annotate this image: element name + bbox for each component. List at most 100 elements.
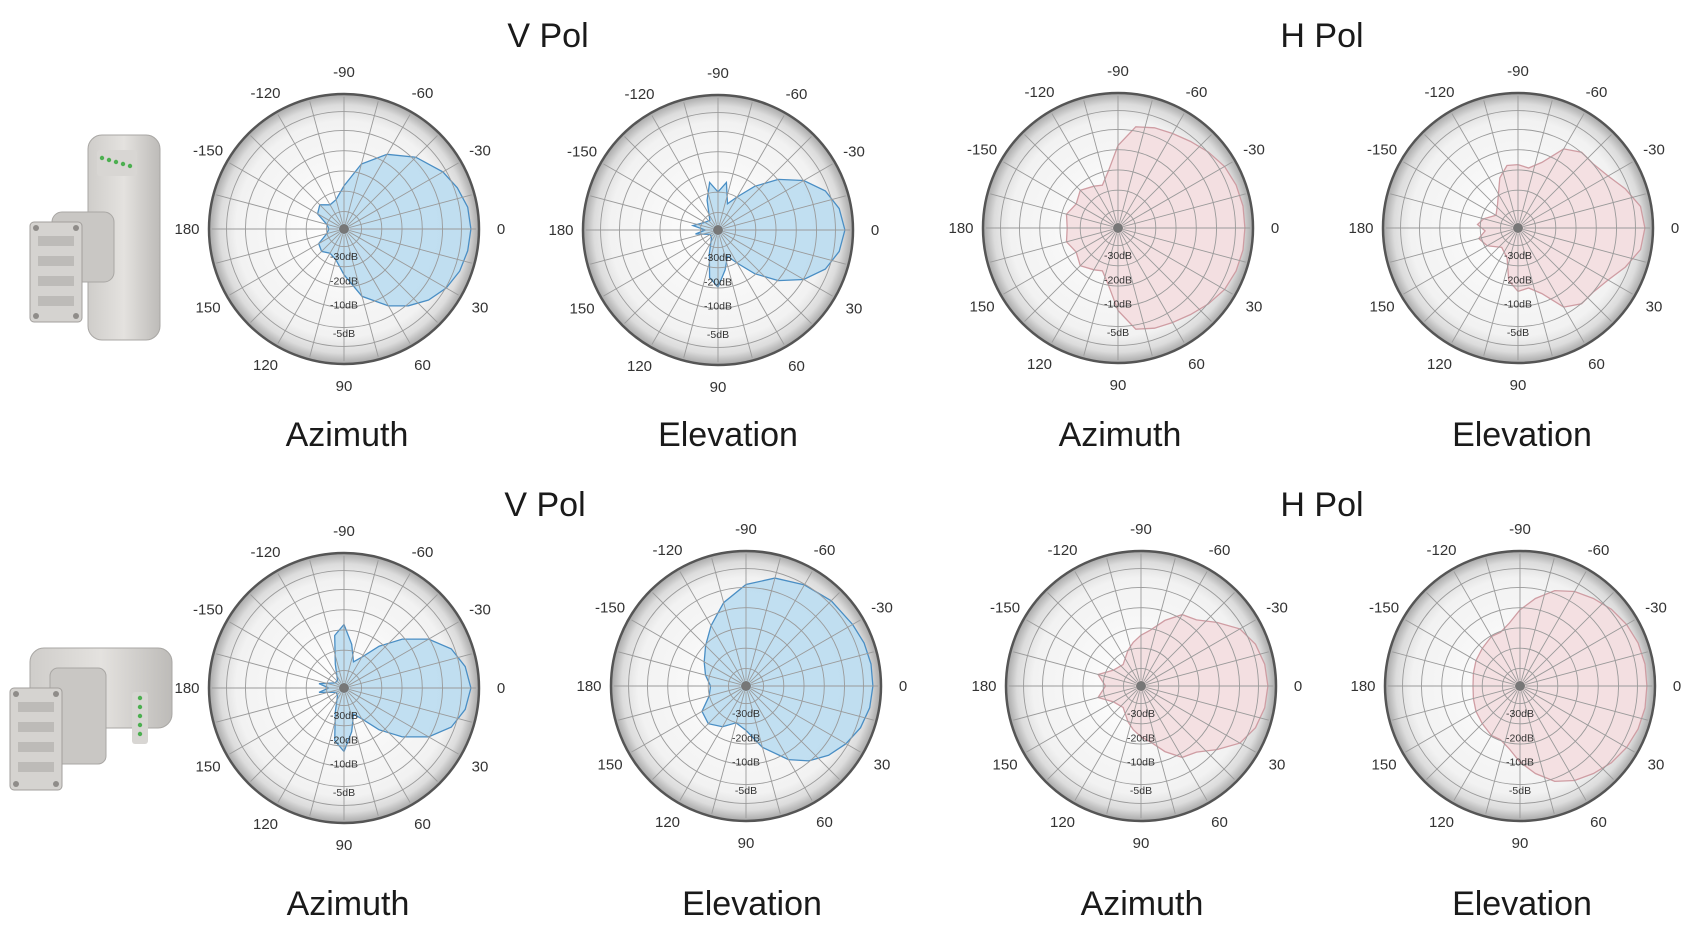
grid-spoke <box>344 234 379 357</box>
grid-spoke <box>1122 161 1233 226</box>
chart-label-elevation-h-row2: Elevation <box>1452 885 1592 923</box>
grid-spoke <box>750 619 861 684</box>
angle-label: 150 <box>570 301 595 318</box>
ring-label: -10dB <box>330 300 358 312</box>
grid-spoke <box>346 114 411 225</box>
angle-label: 150 <box>196 300 221 317</box>
grid-spoke <box>216 229 339 264</box>
grid-spoke <box>1520 691 1555 814</box>
grid-spoke <box>603 232 714 297</box>
grid-spoke <box>1123 193 1246 228</box>
grid-spoke <box>277 573 342 684</box>
grid-spoke <box>1118 233 1153 356</box>
grid-spoke <box>590 230 713 265</box>
angle-label: -30 <box>1643 142 1665 159</box>
grid-spoke <box>1144 592 1235 683</box>
angle-label: -90 <box>735 521 757 538</box>
grid-spoke <box>720 234 785 345</box>
grid-spoke <box>229 162 340 227</box>
chart-label-elevation-v-row2: Elevation <box>682 885 822 923</box>
ring-label: -5dB <box>735 785 757 797</box>
angle-label: 30 <box>472 300 489 317</box>
center-hub <box>339 683 349 693</box>
angle-label: 60 <box>414 357 431 374</box>
grid-spoke <box>1003 161 1114 226</box>
angle-label: 150 <box>598 757 623 774</box>
grid-spoke <box>309 693 344 816</box>
grid-spoke <box>652 592 743 683</box>
polar-chart-8: -90 -60 -30 0 30 60 90 120 150 180 -150 -120 -30dB -2… <box>1350 521 1681 852</box>
grid-spoke <box>721 136 812 227</box>
grid-spoke <box>309 234 344 357</box>
angle-label: 90 <box>1110 377 1127 394</box>
grid-spoke <box>1523 592 1614 683</box>
polar-chart-5: -90 -60 -30 0 30 60 90 120 150 180 -150 -120 -30dB -2… <box>174 523 505 854</box>
grid-spoke <box>1521 231 1612 322</box>
angle-label: 120 <box>1429 814 1454 831</box>
angle-label: 30 <box>472 759 489 776</box>
ring-label: -5dB <box>1507 327 1529 339</box>
polar-charts: -90 -60 -30 0 30 60 90 120 150 180 -150 -120 -30dB -2… <box>174 63 1681 854</box>
grid-spoke <box>1426 592 1517 683</box>
chart-label-azimuth-h-row1: Azimuth <box>1059 416 1182 454</box>
angle-label: -120 <box>1424 84 1454 101</box>
grid-spoke <box>711 558 746 681</box>
center-hub <box>713 225 723 235</box>
chart-label-elevation-v-row1: Elevation <box>658 416 798 454</box>
ring-label: -30dB <box>1506 708 1534 720</box>
angle-label: -60 <box>1209 542 1231 559</box>
angle-label: 150 <box>970 299 995 316</box>
grid-spoke <box>624 233 715 324</box>
angle-label: -150 <box>990 600 1020 617</box>
grid-spoke <box>651 115 716 226</box>
angle-label: -90 <box>333 64 355 81</box>
grid-spoke <box>1145 619 1256 684</box>
angle-label: 120 <box>1027 356 1052 373</box>
angle-label: 90 <box>738 835 755 852</box>
angle-label: 60 <box>1590 814 1607 831</box>
angle-label: -120 <box>624 86 654 103</box>
angle-label: -90 <box>1507 63 1529 80</box>
grid-spoke <box>1522 690 1587 801</box>
angle-label: 30 <box>1246 299 1263 316</box>
grid-spoke <box>250 691 341 782</box>
grid-spoke <box>746 691 781 814</box>
grid-spoke <box>1123 228 1246 263</box>
grid-spoke <box>590 195 713 230</box>
angle-label: 0 <box>497 680 505 697</box>
angle-label: 150 <box>196 759 221 776</box>
grid-spoke <box>618 651 741 686</box>
grid-spoke <box>1013 651 1136 686</box>
grid-spoke <box>1522 161 1633 226</box>
grid-spoke <box>1024 134 1115 225</box>
grid-spoke <box>679 690 744 801</box>
angle-label: 60 <box>414 816 431 833</box>
grid-spoke <box>651 234 716 345</box>
chart-label-azimuth-v-row1: Azimuth <box>286 416 409 454</box>
angle-label: -150 <box>1367 142 1397 159</box>
grid-spoke <box>1451 113 1516 224</box>
angle-label: -120 <box>1047 542 1077 559</box>
angle-label: 150 <box>993 757 1018 774</box>
angle-label: 180 <box>174 680 199 697</box>
angle-label: -30 <box>843 144 865 161</box>
grid-spoke <box>1146 686 1269 721</box>
grid-spoke <box>1453 571 1518 682</box>
polar-chart-6: -90 -60 -30 0 30 60 90 120 150 180 -150 -120 -30dB -2… <box>576 521 907 852</box>
grid-spoke <box>1047 689 1138 780</box>
grid-spoke <box>1143 571 1208 682</box>
grid-spoke <box>1405 688 1516 753</box>
grid-spoke <box>1485 558 1520 681</box>
grid-spoke <box>1143 690 1208 801</box>
grid-spoke <box>344 560 379 683</box>
grid-spoke <box>216 194 339 229</box>
center-hub <box>1113 223 1123 233</box>
ring-label: -5dB <box>1130 785 1152 797</box>
grid-spoke <box>1520 558 1555 681</box>
grid-spoke <box>723 195 846 230</box>
grid-spoke <box>346 573 411 684</box>
grid-spoke <box>749 592 840 683</box>
ring-label: -10dB <box>732 757 760 769</box>
grid-spoke <box>749 689 840 780</box>
angle-label: 0 <box>899 678 907 695</box>
